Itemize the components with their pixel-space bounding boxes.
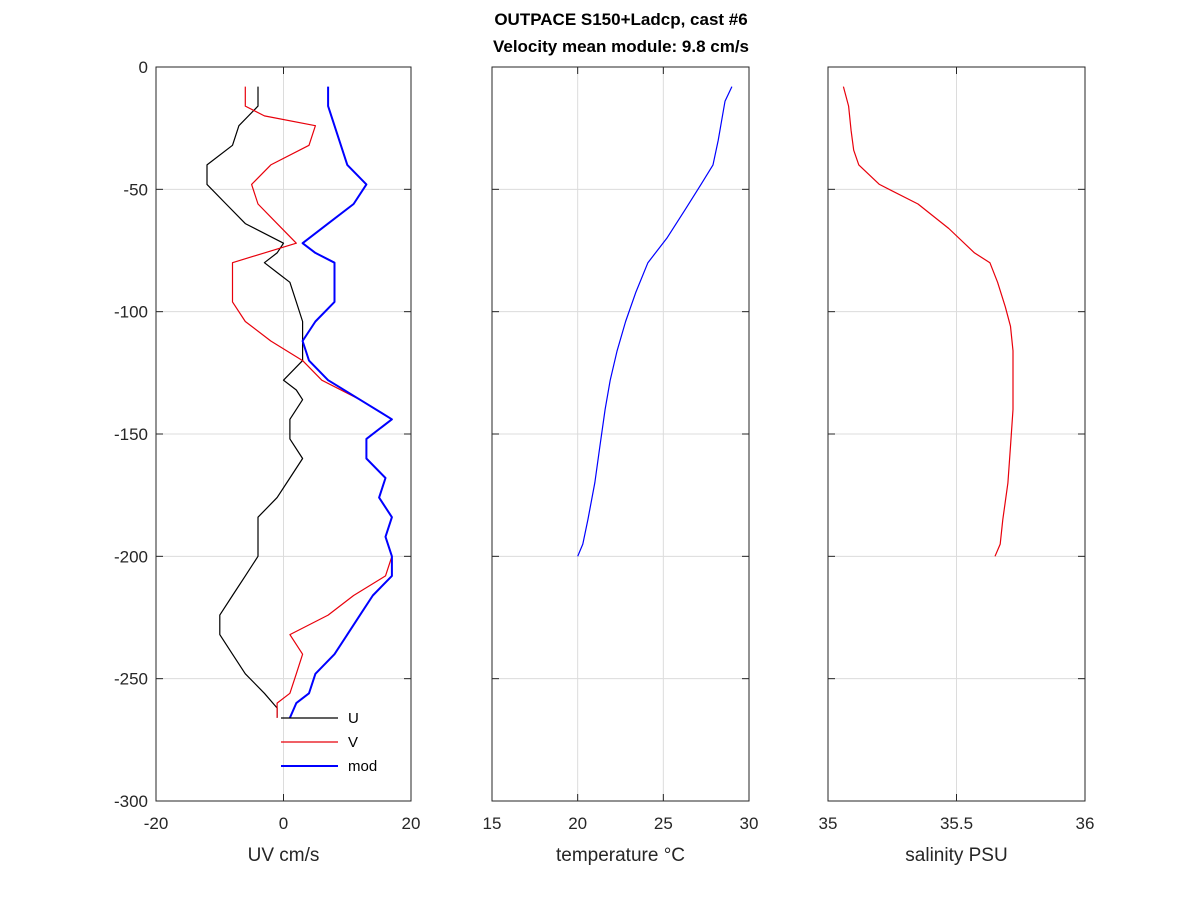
x-tick-label: 15 [483, 814, 502, 833]
series-line-v [231, 86, 393, 718]
x-tick-label: 20 [402, 814, 421, 833]
x-tick-label: 30 [740, 814, 759, 833]
y-tick-label: -150 [114, 425, 148, 444]
x-tick-label: 35.5 [940, 814, 973, 833]
x-axis-label: UV cm/s [248, 845, 320, 866]
axes-3: 35 35.5 36 salinity PSU [819, 66, 1095, 866]
y-tick-label: -300 [114, 792, 148, 811]
x-tick-label: -20 [144, 814, 169, 833]
legend-label-mod: mod [348, 758, 377, 775]
x-tick-label: 35 [819, 814, 838, 833]
x-axis-label: temperature °C [556, 845, 685, 866]
x-tick-label: 25 [654, 814, 673, 833]
x-axis-label: salinity PSU [905, 845, 1007, 866]
x-tick-label: 0 [279, 814, 288, 833]
x-tick-label: 20 [568, 814, 587, 833]
figure-title-line1: OUTPACE S150+Ladcp, cast #6 [494, 10, 747, 29]
axes-2: 15 20 25 30 temperature °C [483, 66, 759, 866]
y-tick-label: -250 [114, 670, 148, 689]
y-tick-label: -100 [114, 303, 148, 322]
series-line-u [206, 86, 304, 718]
series-line-mod [288, 86, 393, 719]
legend-label-u: U [348, 710, 359, 727]
legend-label-v: V [348, 734, 358, 751]
x-tick-label: 36 [1076, 814, 1095, 833]
y-tick-label: 0 [139, 58, 148, 77]
series-line-profile-2 [577, 86, 733, 557]
y-tick-label: -200 [114, 547, 148, 566]
figure-title-line2: Velocity mean module: 9.8 cm/s [493, 37, 749, 56]
y-tick-label: -50 [123, 180, 148, 199]
series-line-profile-3 [842, 86, 1014, 557]
